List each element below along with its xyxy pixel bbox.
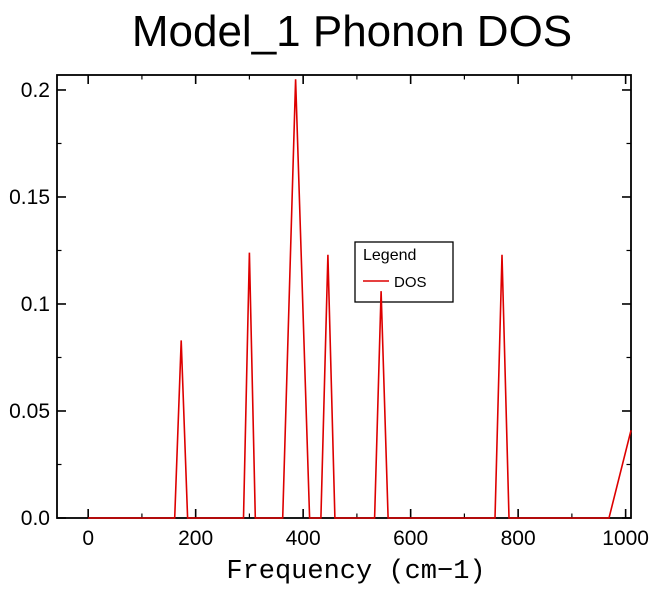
legend: Legend DOS	[354, 241, 454, 303]
x-tick-label: 1000	[602, 527, 649, 550]
x-tick-label: 800	[501, 527, 536, 550]
y-tick-label: 0.2	[21, 79, 50, 102]
x-axis-label: Frequency (cm−1)	[226, 557, 485, 587]
x-tick-label: 400	[286, 527, 321, 550]
legend-entry-label: DOS	[394, 274, 427, 291]
chart-title: Model_1 Phonon DOS	[132, 7, 572, 56]
x-tick-label: 600	[393, 527, 428, 550]
y-tick-label: 0.05	[9, 400, 50, 423]
legend-box	[354, 241, 454, 303]
y-tick-label: 0.0	[21, 507, 50, 530]
legend-title: Legend	[363, 247, 416, 264]
plot-frame	[56, 74, 632, 519]
y-tick-label: 0.1	[21, 293, 50, 316]
y-tick-label: 0.15	[9, 186, 50, 209]
x-tick-label: 200	[178, 527, 213, 550]
x-tick-label: 0	[82, 527, 94, 550]
dos-line	[88, 79, 632, 519]
